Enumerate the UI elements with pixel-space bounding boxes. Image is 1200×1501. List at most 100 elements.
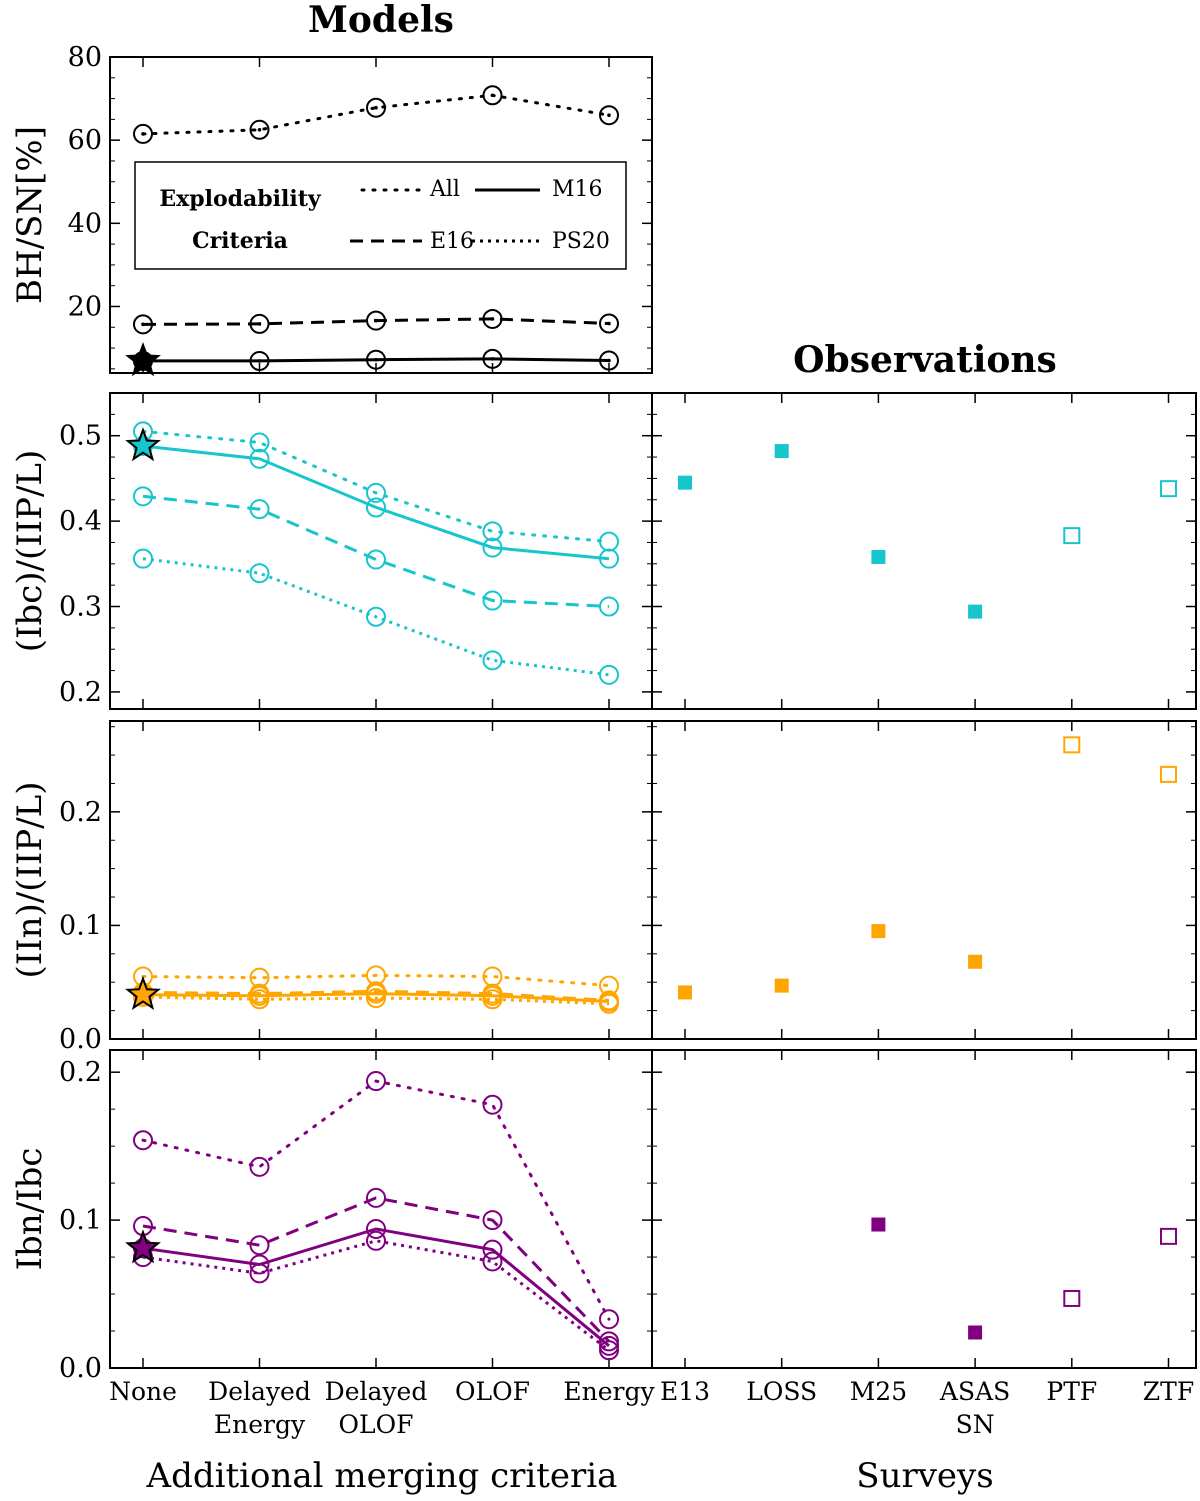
survey-marker-asas-sn	[968, 604, 983, 619]
data-point-ps20	[482, 989, 503, 1010]
axes-frame-ibn	[109, 1049, 653, 1369]
data-point-m16	[249, 448, 270, 469]
models-xlabel: Additional merging criteria	[146, 1456, 618, 1496]
data-point-dot	[607, 358, 611, 363]
data-point-e16	[249, 313, 270, 334]
data-point-all	[133, 1130, 153, 1151]
data-point-m16	[366, 1218, 386, 1239]
data-point-all	[249, 1156, 270, 1177]
y-tick-label-ibn: 0.0	[59, 1353, 102, 1384]
data-point-dot	[374, 357, 378, 362]
survey-marker-ptf	[1063, 736, 1081, 754]
y-tick-label-bh: 40	[68, 208, 102, 239]
data-point-all	[599, 105, 619, 126]
data-point-e16	[482, 590, 503, 611]
y-tick-label-iin: 0.1	[59, 910, 102, 941]
y-tick-label-ibc: 0.2	[59, 677, 102, 708]
data-point-dot	[490, 93, 495, 98]
y-tick-label-iin: 0.0	[59, 1024, 102, 1055]
data-point-dot	[607, 321, 611, 326]
data-point-e16	[366, 1187, 386, 1208]
y-tick-label-ibc: 0.4	[59, 506, 102, 537]
survey-marker-e13	[678, 985, 692, 1000]
series-line-all-bh	[141, 93, 611, 136]
data-point-m16	[599, 1335, 619, 1356]
y-tick-label-iin: 0.2	[59, 797, 102, 828]
data-point-ps20	[249, 1263, 270, 1284]
series-line-e16-iin	[142, 989, 610, 1002]
data-point-dot	[374, 318, 378, 323]
data-point-m16	[249, 350, 270, 371]
plot-layer: 20 40 60 80 BH/SN[%] 0.2 0.3 0.4 0.5 (Ibc)/(IIP/L…	[10, 42, 1197, 1439]
data-point-dot	[490, 357, 495, 361]
fiducial-star-iin	[125, 975, 161, 1011]
data-point-all	[482, 1094, 503, 1115]
criteria-tick-label: None	[109, 1377, 177, 1406]
axes-frame-obs-ibn	[651, 1049, 1197, 1369]
series-line-e16-ibc	[142, 494, 610, 608]
survey-tick-label: E13	[660, 1377, 710, 1406]
series-line-e16-ibn	[142, 1196, 611, 1343]
data-point-all	[599, 1309, 619, 1330]
data-point-ps20	[482, 1251, 503, 1272]
survey-tick-label: ASAS	[939, 1377, 1010, 1406]
survey-marker-m25	[871, 1217, 886, 1232]
survey-marker-asas-sn	[968, 1325, 983, 1340]
survey-tick-label: PTF	[1046, 1377, 1097, 1406]
data-point-e16	[599, 313, 619, 334]
y-axis-label-iin: (IIn)/(IIP/L)	[10, 781, 50, 978]
data-point-all	[133, 123, 153, 144]
fiducial-star-ibc	[125, 427, 161, 462]
legend-label-ps20: PS20	[552, 229, 610, 254]
data-point-ps20	[599, 993, 619, 1014]
data-point-dot	[257, 322, 262, 326]
data-point-ps20	[482, 650, 503, 671]
data-point-e16	[366, 310, 386, 331]
axes-frame-obs-iin	[651, 720, 1197, 1040]
data-point-m16	[482, 537, 503, 558]
survey-marker-ztf	[1160, 480, 1177, 498]
data-point-m16	[366, 349, 386, 370]
legend-label-all: All	[429, 177, 460, 202]
series-line-all-ibn	[141, 1079, 611, 1321]
data-point-ps20	[599, 1340, 619, 1361]
data-point-dot	[141, 132, 145, 136]
survey-marker-ztf	[1160, 765, 1177, 783]
data-point-all	[249, 119, 270, 140]
data-point-e16	[133, 314, 153, 335]
criteria-tick-label: Energy	[563, 1377, 655, 1406]
y-tick-label-bh: 80	[68, 42, 102, 73]
data-point-ps20	[366, 1230, 386, 1251]
data-point-all	[249, 432, 270, 453]
survey-marker-asas-sn	[968, 954, 983, 969]
data-point-m16	[599, 548, 619, 569]
axes-frame-obs-ibc	[651, 392, 1197, 710]
data-point-all	[482, 521, 503, 542]
data-point-m16	[249, 1254, 270, 1275]
data-point-ps20	[366, 606, 386, 627]
y-axis-label-bh: BH/SN[%]	[10, 126, 50, 304]
data-point-all	[482, 85, 503, 106]
survey-tick-label: SN	[956, 1410, 995, 1439]
fiducial-star-ibn	[125, 1229, 161, 1264]
survey-marker-loss	[774, 978, 789, 993]
data-point-e16	[249, 1235, 270, 1256]
survey-marker-m25	[871, 924, 886, 939]
survey-marker-e13	[678, 475, 692, 490]
criteria-tick-label: Delayed	[325, 1377, 428, 1406]
y-tick-label-ibn: 0.1	[59, 1205, 102, 1236]
survey-tick-label: M25	[850, 1377, 907, 1406]
data-point-dot	[607, 113, 611, 118]
series-line-all-ibc	[141, 429, 611, 544]
survey-marker-ptf	[1063, 527, 1081, 545]
data-point-ps20	[249, 563, 270, 584]
data-point-e16	[249, 499, 270, 520]
data-point-ps20	[366, 988, 386, 1009]
y-tick-label-bh: 60	[68, 125, 102, 156]
data-point-dot	[490, 317, 495, 321]
data-point-e16	[482, 1210, 503, 1231]
legend-box	[134, 161, 627, 270]
series-line-m16-iin	[142, 992, 610, 1003]
survey-marker-loss	[774, 444, 789, 459]
data-point-all	[366, 97, 386, 118]
